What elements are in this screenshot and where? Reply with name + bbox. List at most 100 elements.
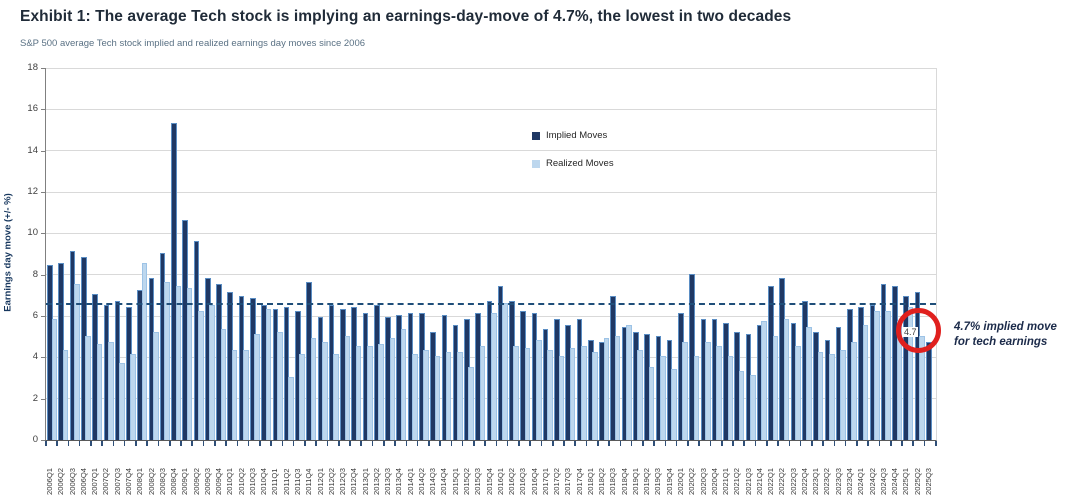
- bar-implied-2011Q2: [283, 306, 290, 440]
- x-axis-tick-mark: [856, 441, 858, 446]
- x-axis-tick-mark: [867, 441, 869, 446]
- x-axis-tick-mark: [912, 441, 915, 446]
- x-axis-tick-mark: [67, 441, 70, 446]
- bar-realized-2009Q1: [186, 288, 193, 440]
- x-axis-tick-mark: [213, 441, 216, 446]
- bar-realized-2015Q1: [457, 352, 463, 440]
- bar-realized-2019Q4: [671, 368, 677, 440]
- bar-realized-2023Q3: [840, 350, 846, 440]
- x-axis-label: 2008Q3: [157, 467, 167, 495]
- y-axis-tick-mark: [41, 440, 45, 441]
- x-axis-tick-mark: [450, 441, 453, 446]
- x-axis-tick-mark: [135, 441, 137, 446]
- bar-realized-2011Q1: [276, 331, 283, 440]
- x-axis-label: 2017Q2: [552, 467, 562, 495]
- x-axis-label: 2018Q2: [597, 467, 607, 495]
- x-axis-tick-mark: [90, 441, 92, 446]
- bar-realized-2021Q1: [727, 356, 734, 440]
- x-axis-tick-mark: [653, 441, 655, 446]
- bar-realized-2020Q3: [705, 341, 711, 440]
- x-axis-label: 2024Q4: [890, 467, 900, 495]
- x-axis-tick-mark: [259, 441, 261, 446]
- x-axis-label: 2012Q2: [326, 467, 336, 495]
- bar-realized-2014Q4: [445, 352, 452, 440]
- x-axis-label: 2010Q3: [247, 467, 257, 495]
- bar-realized-2014Q3: [434, 356, 441, 440]
- x-axis-tick-mark: [270, 441, 272, 446]
- x-axis-tick-mark: [405, 441, 408, 446]
- bar-realized-2020Q2: [693, 356, 700, 440]
- x-axis-label: 2006Q1: [45, 467, 55, 495]
- x-axis-tick-mark: [304, 441, 306, 446]
- x-axis-tick-mark: [878, 441, 881, 446]
- x-axis-label: 2022Q4: [799, 467, 809, 495]
- bar-realized-2021Q4: [761, 321, 767, 440]
- x-axis-label: 2022Q1: [766, 467, 776, 495]
- x-axis-label: 2012Q4: [349, 467, 359, 495]
- x-axis-label: 2011Q4: [304, 468, 314, 495]
- x-axis-tick-mark: [923, 441, 926, 446]
- x-axis-label: 2015Q2: [461, 467, 471, 495]
- bar-realized-2006Q2: [62, 350, 69, 440]
- x-axis-label: 2017Q4: [574, 467, 584, 495]
- bar-realized-2007Q3: [119, 362, 125, 440]
- x-axis-label: 2008Q4: [169, 467, 179, 495]
- bar-realized-2022Q1: [772, 335, 779, 440]
- x-axis-tick-mark: [112, 441, 115, 446]
- bar-realized-2024Q2: [874, 310, 880, 440]
- x-axis-label: 2006Q3: [67, 467, 77, 495]
- bar-realized-2008Q3: [164, 281, 170, 440]
- x-axis-label: 2015Q3: [473, 467, 483, 495]
- x-axis-label: 2007Q4: [123, 467, 133, 495]
- x-axis-tick-mark: [146, 441, 148, 446]
- x-axis-label: 2014Q1: [405, 467, 415, 495]
- y-axis-tick-label: 6: [32, 310, 38, 321]
- x-axis-label: 2015Q4: [484, 467, 494, 495]
- bar-realized-2018Q4: [626, 325, 632, 440]
- bar-realized-2018Q3: [614, 335, 621, 440]
- x-axis-tick-mark: [473, 441, 475, 446]
- bar-implied-2025Q3: [925, 341, 932, 440]
- x-axis-label: 2024Q3: [878, 467, 888, 495]
- x-axis-label: 2010Q1: [225, 467, 235, 495]
- plot-area: [45, 67, 937, 441]
- x-axis-label: 2023Q3: [833, 467, 843, 495]
- x-axis-label: 2018Q4: [619, 467, 629, 495]
- x-axis-tick-mark: [585, 441, 588, 446]
- x-axis-tick-mark: [889, 441, 892, 446]
- bar-realized-2009Q3: [209, 304, 215, 440]
- x-axis-tick-mark: [123, 441, 126, 446]
- x-axis-tick-mark: [811, 441, 813, 446]
- bar-realized-2009Q2: [198, 310, 204, 440]
- x-axis-label: 2008Q1: [135, 467, 145, 495]
- x-axis-tick-mark: [225, 441, 227, 446]
- x-axis-tick-mark: [202, 441, 205, 446]
- x-axis-tick-mark: [360, 441, 363, 446]
- y-axis-tick-mark: [41, 398, 45, 400]
- x-axis-tick-mark: [574, 441, 577, 446]
- x-axis-label: 2025Q1: [901, 467, 911, 495]
- gridline-y-18: [46, 67, 936, 69]
- bar-realized-2012Q4: [355, 346, 362, 440]
- y-axis-tick-label: 8: [32, 268, 38, 280]
- legend-label-realized: Realized Moves: [546, 158, 614, 169]
- implied-swatch-icon: [532, 131, 540, 140]
- x-axis-tick-mark: [608, 441, 610, 446]
- x-axis-label: 2013Q1: [360, 467, 370, 495]
- bar-realized-2014Q2: [423, 350, 429, 440]
- x-axis-label: 2025Q2: [912, 467, 922, 495]
- x-axis-label: 2021Q3: [743, 467, 753, 495]
- x-axis-tick-mark: [642, 441, 644, 446]
- bar-realized-2007Q1: [96, 343, 103, 440]
- bar-realized-2015Q4: [490, 312, 497, 440]
- x-axis-tick-mark: [698, 441, 700, 446]
- x-axis-tick-mark: [664, 441, 667, 446]
- bar-realized-2016Q2: [513, 346, 520, 440]
- x-axis-label: 2012Q1: [315, 467, 325, 495]
- x-axis-label: 2024Q2: [867, 467, 877, 495]
- x-axis-label: 2019Q3: [653, 467, 663, 495]
- y-axis-tick-label: 0: [32, 434, 38, 445]
- bar-realized-2012Q3: [344, 335, 351, 440]
- y-axis-tick-mark: [41, 192, 45, 193]
- bar-realized-2020Q1: [682, 341, 689, 440]
